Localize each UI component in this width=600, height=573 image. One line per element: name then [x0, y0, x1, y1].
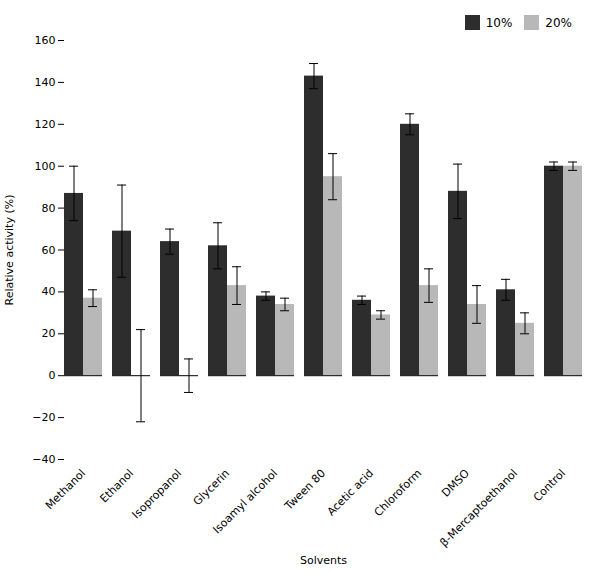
- svg-text:Acetic acid: Acetic acid: [325, 467, 377, 519]
- svg-text:40: 40: [42, 285, 56, 298]
- svg-text:20: 20: [42, 327, 56, 340]
- svg-text:Isoamyl alcohol: Isoamyl alcohol: [210, 467, 280, 537]
- svg-text:0: 0: [49, 369, 56, 382]
- svg-text:−20: −20: [32, 411, 55, 424]
- svg-text:80: 80: [42, 202, 56, 215]
- svg-text:Methanol: Methanol: [43, 467, 88, 512]
- svg-text:Isopropanol: Isopropanol: [130, 467, 185, 522]
- html-text:10%: 10%: [485, 15, 513, 30]
- svg-text:Tween 80: Tween 80: [282, 467, 329, 514]
- svg-text:DMSO: DMSO: [439, 467, 472, 500]
- svg-text:Glycerin: Glycerin: [191, 467, 232, 508]
- svg-text:β-Mercaptoethanol: β-Mercaptoethanol: [437, 467, 520, 550]
- svg-text:60: 60: [42, 244, 56, 257]
- svg-text:Control: Control: [531, 467, 568, 504]
- svg-text:120: 120: [35, 118, 56, 131]
- svg-text:160: 160: [35, 34, 56, 47]
- svg-text:Solvents: Solvents: [300, 554, 347, 567]
- svg-text:Chloroform: Chloroform: [372, 467, 424, 519]
- svg-text:−40: −40: [32, 453, 55, 466]
- html-text:20%: 20%: [545, 15, 572, 30]
- svg-text:Ethanol: Ethanol: [97, 467, 136, 506]
- svg-text:100: 100: [35, 160, 56, 173]
- svg-text:Relative activity (%): Relative activity (%): [3, 195, 16, 306]
- svg-text:140: 140: [35, 76, 56, 89]
